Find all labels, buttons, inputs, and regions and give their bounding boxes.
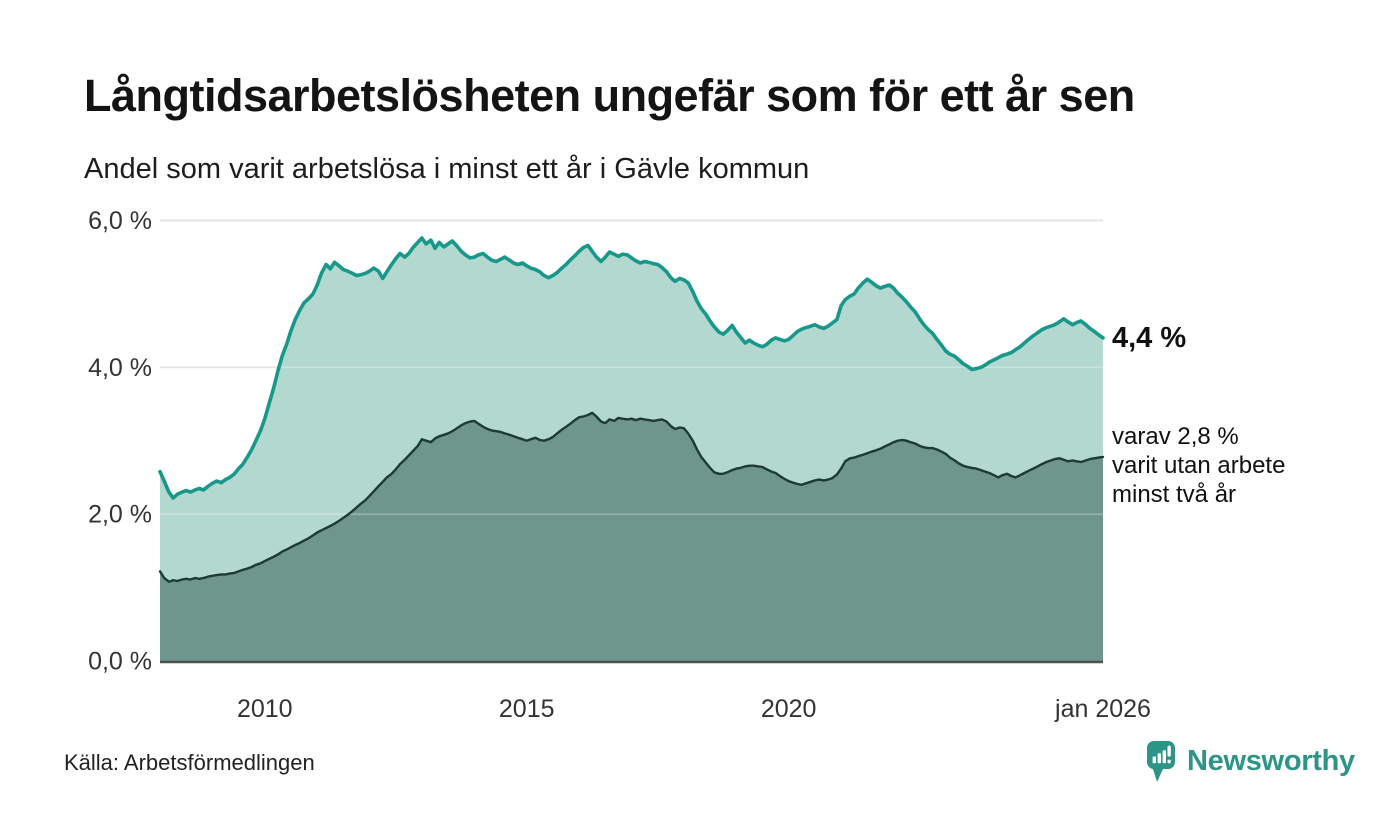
newsworthy-logo-icon — [1146, 741, 1175, 782]
x-axis-tick-label: 2020 — [761, 695, 817, 723]
secondary-annotation-line-2: varit utan arbete — [1112, 452, 1286, 479]
newsworthy-logo-text: Newsworthy — [1187, 745, 1355, 777]
y-axis-tick-label: 2,0 % — [88, 501, 152, 529]
secondary-annotation-line-3: minst två år — [1112, 481, 1237, 508]
y-axis-tick-label: 6,0 % — [88, 207, 152, 235]
y-axis-tick-label: 4,0 % — [88, 354, 152, 382]
chart-title: Långtidsarbetslösheten ungefär som för e… — [84, 70, 1135, 121]
chart-subtitle: Andel som varit arbetslösa i minst ett å… — [84, 153, 810, 185]
newsworthy-logo: Newsworthy — [1146, 740, 1355, 784]
series-line-1 — [158, 411, 1105, 583]
y-axis-tick-label: 0,0 % — [88, 648, 152, 676]
source-note: Källa: Arbetsförmedlingen — [64, 750, 315, 775]
latest-value-annotation: 4,4 % — [1112, 322, 1187, 354]
x-axis-tick-label: 2010 — [237, 695, 293, 723]
secondary-series-annotation: varav 2,8 % varit utan arbete minst två … — [1112, 422, 1285, 509]
secondary-annotation-line-1: varav 2,8 % — [1112, 423, 1239, 450]
x-axis-tick-label: jan 2026 — [1054, 695, 1151, 723]
series-line-0 — [158, 236, 1105, 500]
x-axis-tick-label: 2015 — [499, 695, 555, 723]
series-area-1 — [160, 412, 1103, 661]
